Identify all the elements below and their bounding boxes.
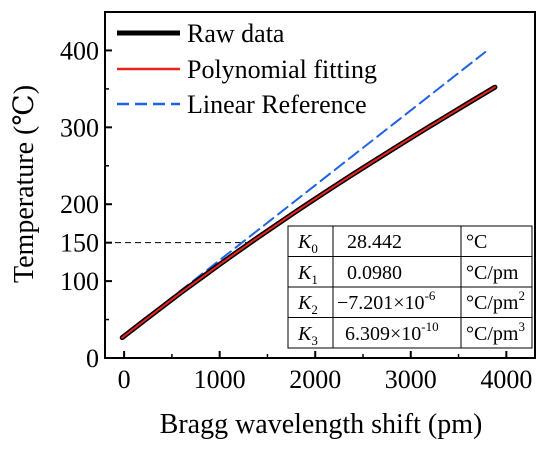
table-cell-coefficient: K0 xyxy=(297,231,318,256)
legend-label-linear-reference: Linear Reference xyxy=(187,90,367,119)
x-axis-title: Bragg wavelength shift (pm) xyxy=(160,409,483,440)
y-tick-label: 0 xyxy=(86,344,99,373)
x-tick-label: 3000 xyxy=(385,365,437,394)
x-tick-label: 2000 xyxy=(289,365,341,394)
table-cell-unit: °C/pm xyxy=(466,262,519,284)
table-cell-coefficient: K1 xyxy=(297,262,318,287)
tick-layer: 0 1000 2000 3000 4000 0 100 150 200 300 400 xyxy=(60,36,532,394)
y-axis-title: Temperature (℃) xyxy=(9,85,40,283)
y-tick-label: 400 xyxy=(60,36,99,65)
line-layer xyxy=(105,51,498,341)
y-tick-label: 200 xyxy=(60,190,99,219)
series-line-polynomial-fitting xyxy=(121,86,496,339)
table-cell-value: −7.201×10-6 xyxy=(337,288,436,314)
table-cell-coefficient: K2 xyxy=(297,292,318,317)
y-tick-label: 300 xyxy=(60,113,99,142)
table-cell-value: 28.442 xyxy=(347,231,402,253)
table-cell-unit: °C/pm3 xyxy=(466,319,525,345)
plot-frame xyxy=(104,11,536,359)
y-tick-label: 150 xyxy=(60,229,99,258)
x-tick-label: 1000 xyxy=(194,365,246,394)
x-tick-label: 0 xyxy=(118,365,131,394)
table-cell-value: 6.309×10-10 xyxy=(345,319,439,345)
table-cell-coefficient: K3 xyxy=(297,323,318,348)
legend-label-raw-data: Raw data xyxy=(187,19,285,48)
x-tick-label: 4000 xyxy=(480,365,532,394)
coefficient-table: K0 28.442 °C K1 0.0980 °C/pm K2 −7.201×1… xyxy=(287,225,533,349)
table-cell-unit: °C/pm2 xyxy=(466,288,525,314)
table-cell-unit: °C xyxy=(466,231,487,253)
y-tick-label: 100 xyxy=(60,267,99,296)
table-cell-value: 0.0980 xyxy=(347,262,402,284)
legend: Raw data Polynomial fitting Linear Refer… xyxy=(117,19,377,119)
legend-label-polynomial-fitting: Polynomial fitting xyxy=(187,55,377,84)
